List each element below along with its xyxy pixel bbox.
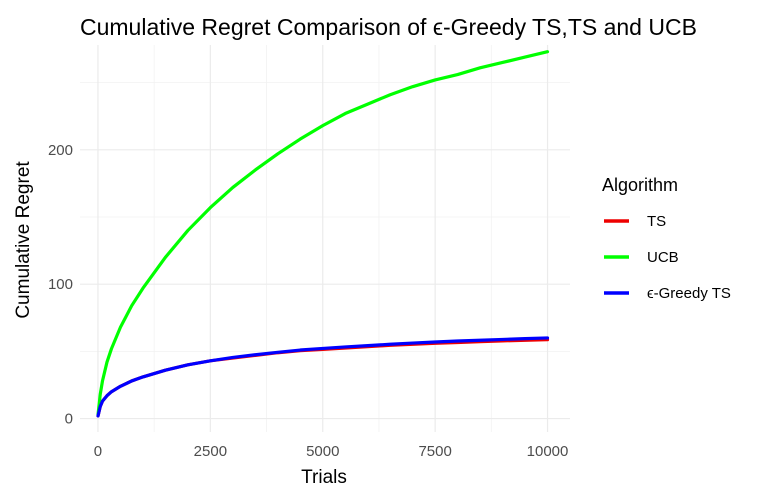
- y-tick-label: 100: [48, 276, 73, 293]
- y-tick-label: 200: [48, 142, 73, 159]
- series-line-ucb: [96, 50, 550, 417]
- x-tick-label: 10000: [527, 443, 569, 460]
- x-tick-label: 2500: [194, 443, 227, 460]
- legend-item: UCB: [604, 249, 679, 266]
- x-ticks: 0 2500 5000 7500 10000: [94, 443, 569, 460]
- grid-minor: [80, 45, 570, 432]
- x-tick-label: 5000: [306, 443, 339, 460]
- x-tick-label: 7500: [418, 443, 451, 460]
- legend-label: TS: [647, 213, 666, 230]
- series-layer: [96, 50, 550, 418]
- legend-item: TS: [604, 213, 666, 230]
- series-line--greedy-ts: [96, 336, 550, 418]
- legend: Algorithm TS UCB ϵ-Greedy TS: [602, 175, 731, 302]
- legend-title: Algorithm: [602, 175, 678, 195]
- chart-title: Cumulative Regret Comparison of ϵ-Greedy…: [80, 14, 697, 40]
- y-axis-label: Cumulative Regret: [13, 161, 34, 319]
- grid-major: [80, 45, 570, 432]
- legend-label: ϵ-Greedy TS: [647, 285, 731, 302]
- legend-label: UCB: [647, 249, 679, 266]
- y-tick-label: 0: [65, 411, 73, 428]
- y-ticks: 0 100 200: [48, 142, 73, 428]
- legend-item: ϵ-Greedy TS: [604, 285, 731, 302]
- x-axis-label: Trials: [301, 467, 347, 488]
- x-tick-label: 0: [94, 443, 102, 460]
